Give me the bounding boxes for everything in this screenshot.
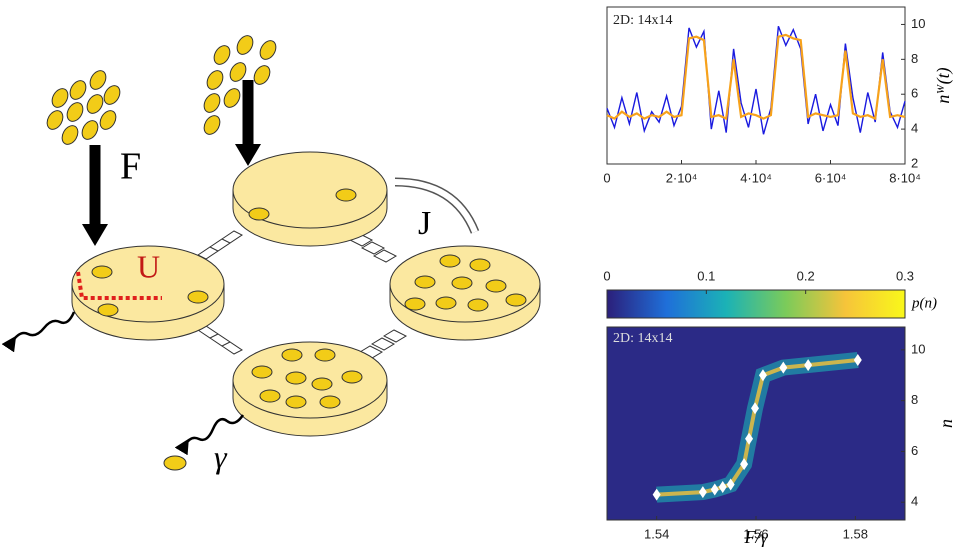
x-tick-label: 2·10⁴ [666, 170, 698, 185]
x-tick-label: 1.54 [644, 526, 669, 541]
x-tick-label: 1.58 [843, 526, 868, 541]
y-tick-label: 8 [911, 51, 918, 66]
y-tick-label: 4 [911, 121, 918, 136]
y-tick-label: 6 [911, 86, 918, 101]
x-axis-label: F/γ [743, 527, 768, 547]
label-f: F [120, 146, 141, 188]
colorbar-tick-label: 0.1 [697, 268, 715, 283]
chart-title: 2D: 14x14 [613, 13, 673, 28]
y-tick-label: 2 [911, 155, 918, 170]
sites [72, 152, 540, 436]
y-tick-label: 4 [911, 494, 918, 509]
figure: F J U γ 0 2·10⁴ 4·10⁴ 6·10⁴ 8·10⁴2 4 6 8 10 2D: 1… [0, 0, 962, 548]
y-tick-label: 10 [911, 341, 925, 356]
chart-title: 2D: 14x14 [613, 331, 673, 346]
page: {"diagram":{"labels":{"drive":"F","hoppi… [0, 0, 962, 553]
y-tick-label: 10 [911, 16, 925, 31]
label-u: U [137, 248, 160, 284]
x-tick-label: 0 [603, 170, 610, 185]
x-tick-label: 6·10⁴ [815, 170, 847, 185]
y-axis-label: nᵂ(t) [933, 67, 954, 103]
y-tick-label: 6 [911, 443, 918, 458]
x-tick-label: 8·10⁴ [889, 170, 921, 185]
label-gamma: γ [214, 438, 228, 474]
colorbar-tick-label: 0 [603, 268, 610, 283]
colorbar-label: p(n) [911, 295, 937, 311]
colorbar [607, 290, 905, 318]
links [198, 231, 406, 358]
label-j: J [418, 205, 431, 242]
colorbar-tick-label: 0.3 [896, 268, 914, 283]
schematic [12, 33, 540, 470]
x-tick-label: 4·10⁴ [740, 170, 772, 185]
y-tick-label: 8 [911, 392, 918, 407]
y-axis-label: n [936, 419, 956, 428]
colorbar-tick-label: 0.2 [797, 268, 815, 283]
plot-area [607, 7, 905, 164]
